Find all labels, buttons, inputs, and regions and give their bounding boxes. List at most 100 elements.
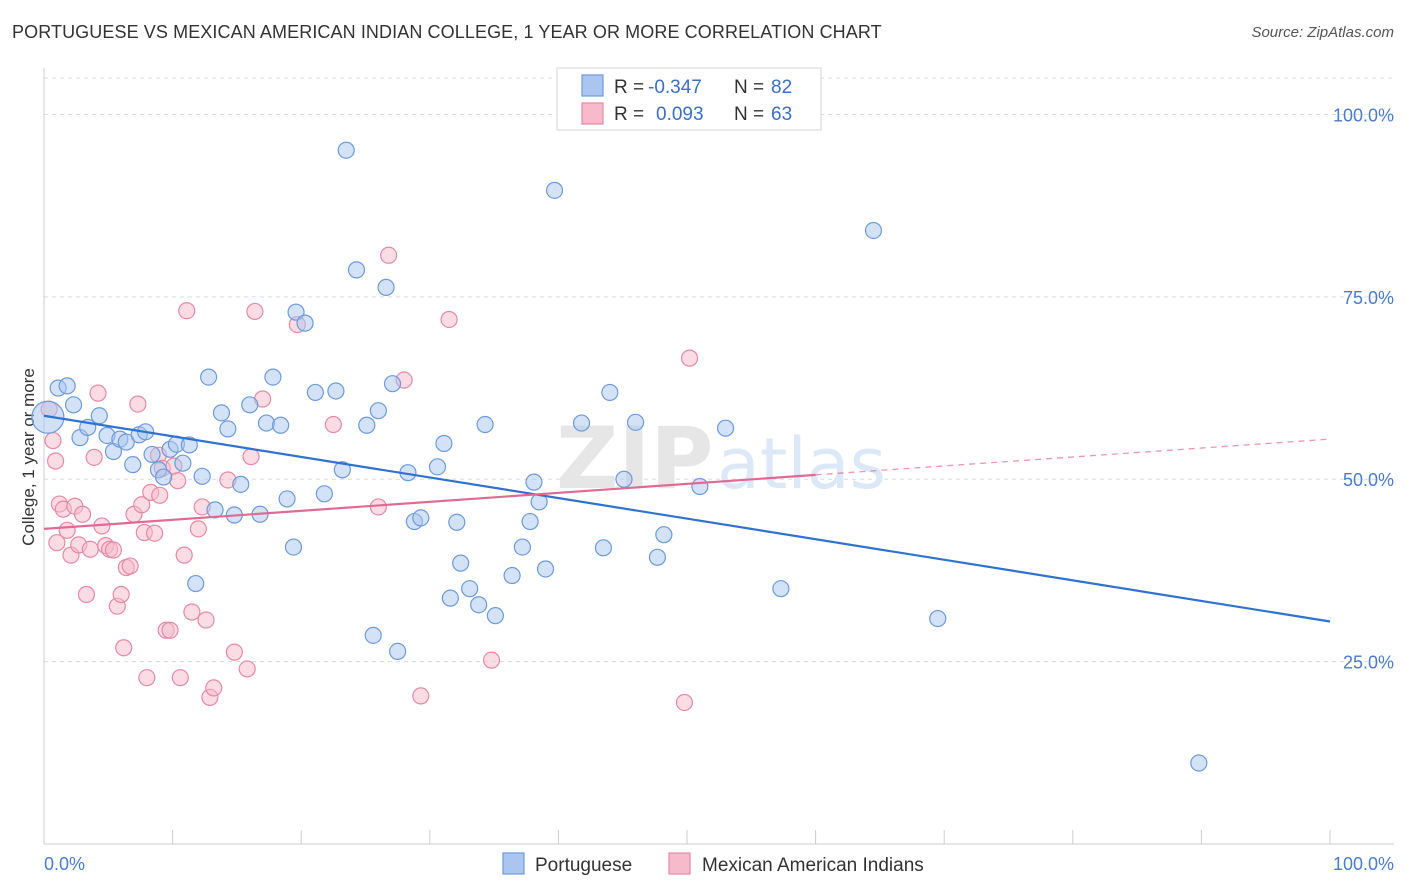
- portuguese-point: [347, 261, 366, 279]
- portuguese-point: [272, 416, 290, 434]
- mexican-american-indians-point: [145, 524, 164, 542]
- portuguese-point: [772, 580, 790, 598]
- mexican-american-indians-point: [121, 557, 139, 575]
- portuguese-point: [337, 141, 355, 159]
- mexican-american-indians-point: [44, 431, 62, 450]
- mexican-american-indians-point: [178, 302, 196, 320]
- mexican-american-indians-point: [48, 534, 66, 552]
- portuguese-point: [241, 396, 259, 414]
- mexican-american-indians-point: [225, 643, 243, 661]
- x-tick-label: 100.0%: [1333, 854, 1394, 874]
- portuguese-point: [412, 509, 430, 527]
- portuguese-point: [187, 574, 205, 593]
- mexican-american-indians-point: [89, 384, 107, 402]
- portuguese-point: [435, 434, 453, 453]
- mexican-american-indians-point: [412, 687, 430, 705]
- portuguese-point: [124, 456, 142, 474]
- mexican-american-indians-point: [197, 611, 215, 629]
- portuguese-point: [513, 538, 531, 556]
- portuguese-point: [143, 445, 161, 464]
- mexican-american-indians-point: [482, 651, 501, 669]
- portuguese-point: [377, 278, 395, 296]
- portuguese-point: [716, 419, 735, 437]
- legend-portuguese-swatch: [502, 852, 525, 875]
- y-axis-tick-labels: 25.0% 50.0% 75.0% 100.0%: [1333, 105, 1394, 672]
- mexican-american-indians-point: [238, 660, 256, 678]
- portuguese-point: [572, 414, 591, 432]
- x-axis-ticks: [172, 830, 1331, 844]
- portuguese-point: [296, 314, 314, 332]
- mexican-american-indians-point: [112, 585, 130, 604]
- portuguese-point: [117, 433, 135, 451]
- portuguese-point: [264, 368, 282, 386]
- y-tick-label: 50.0%: [1343, 470, 1394, 490]
- portuguese-point: [476, 415, 494, 434]
- portuguese-point: [1190, 754, 1208, 772]
- portuguese-point: [212, 404, 231, 422]
- mexican-american-indians-point: [680, 349, 699, 367]
- portuguese-point: [284, 538, 303, 556]
- mexican-american-indians-point: [324, 415, 342, 434]
- portuguese-point: [219, 420, 237, 438]
- portuguese-point: [232, 475, 250, 493]
- portuguese-point: [648, 548, 667, 566]
- mexican-american-indians-point: [189, 520, 207, 538]
- stats-blue-n-value: 82: [771, 77, 792, 98]
- mexican-american-indians-trend-extension: [815, 438, 1331, 476]
- portuguese-point: [306, 383, 324, 402]
- portuguese-point: [358, 416, 376, 434]
- mexican-american-indians-point: [151, 486, 169, 504]
- mexican-american-indians-trend-line: [43, 473, 816, 530]
- mexican-american-indians-point: [175, 546, 193, 564]
- portuguese-point: [180, 436, 198, 454]
- portuguese-point: [389, 642, 407, 661]
- mexican-american-indians-point: [138, 669, 156, 687]
- stats-pink-n-label: N =: [734, 104, 764, 125]
- legend-mexican-american-indians-label: Mexican American Indians: [702, 855, 924, 876]
- portuguese-point: [470, 596, 488, 614]
- portuguese-point: [545, 181, 564, 199]
- mexican-american-indians-point: [133, 496, 151, 514]
- watermark: ZIP atlas: [556, 409, 886, 509]
- portuguese-point: [428, 458, 447, 476]
- portuguese-point: [594, 539, 613, 557]
- portuguese-trend-line: [43, 414, 1331, 623]
- stats-pink-n-value: 63: [771, 104, 792, 125]
- portuguese-point: [364, 626, 382, 644]
- stats-blue-swatch: [581, 74, 604, 97]
- legend: Portuguese Mexican American Indians: [502, 852, 924, 876]
- portuguese-point: [655, 526, 673, 544]
- x-axis-tick-labels: 0.0% 100.0%: [44, 854, 1394, 874]
- portuguese-points: [31, 141, 1208, 772]
- legend-portuguese-label: Portuguese: [535, 855, 632, 876]
- portuguese-point: [200, 368, 218, 386]
- stats-box: R = -0.347 N = 82 R = 0.093 N = 63: [556, 67, 822, 131]
- portuguese-point: [154, 468, 173, 486]
- portuguese-point: [369, 402, 387, 420]
- portuguese-point: [461, 580, 479, 598]
- mexican-american-indians-point: [246, 302, 264, 321]
- portuguese-point: [333, 461, 351, 479]
- portuguese-point: [503, 566, 521, 585]
- mexican-american-indians-point: [85, 448, 103, 466]
- portuguese-point: [327, 382, 345, 400]
- portuguese-point: [452, 554, 470, 572]
- x-tick-label: 0.0%: [44, 854, 85, 874]
- y-tick-label: 75.0%: [1343, 288, 1394, 308]
- chart-title: PORTUGUESE VS MEXICAN AMERICAN INDIAN CO…: [12, 22, 882, 42]
- mexican-american-indians-point: [242, 448, 260, 466]
- portuguese-point: [174, 454, 192, 472]
- mexican-american-indians-point: [440, 310, 458, 329]
- portuguese-point: [64, 396, 83, 414]
- portuguese-point: [278, 490, 296, 508]
- stats-blue-r-value: -0.347: [648, 77, 702, 98]
- portuguese-point: [929, 609, 947, 628]
- y-tick-label: 25.0%: [1343, 653, 1394, 673]
- portuguese-point: [90, 407, 108, 425]
- mexican-american-indians-point: [77, 585, 96, 604]
- mexican-american-indians-point: [46, 452, 65, 470]
- stats-pink-r-label: R =: [614, 104, 644, 125]
- gridlines: [44, 77, 1394, 663]
- mexican-american-indians-point: [369, 498, 387, 516]
